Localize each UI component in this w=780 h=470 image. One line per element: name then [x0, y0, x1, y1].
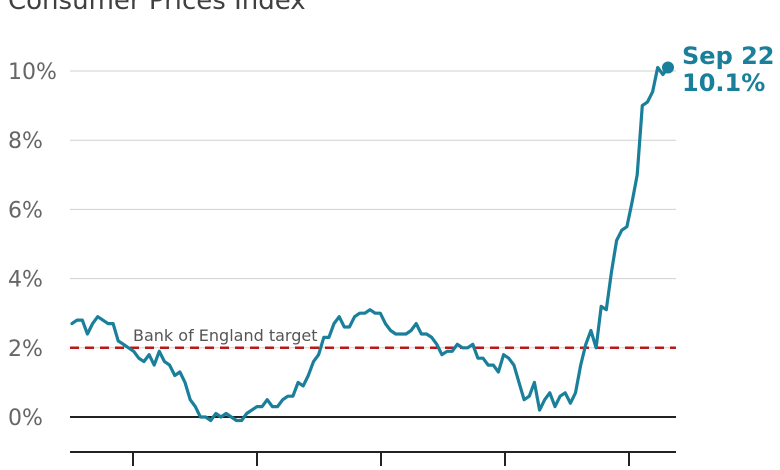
y-tick-label: 4% — [8, 268, 43, 293]
y-tick-label: 6% — [8, 198, 43, 223]
latest-point-marker — [662, 61, 674, 74]
gridlines — [70, 70, 676, 349]
callout-date: Sep 22 — [682, 42, 775, 70]
y-tick-label: 8% — [8, 129, 43, 154]
cpi-series-line — [70, 65, 670, 423]
x-tick-marks — [132, 452, 630, 466]
chart-subtitle: Consumer Prices Index — [8, 0, 306, 16]
y-tick-label: 2% — [8, 337, 43, 362]
callout-value: 10.1% — [682, 69, 765, 97]
y-tick-label: 10% — [8, 60, 57, 85]
y-tick-labels: 0% 2% 4% 6% 8% 10% — [8, 60, 57, 431]
y-tick-label: 0% — [8, 406, 43, 431]
boe-target-label: Bank of England target — [133, 326, 317, 345]
